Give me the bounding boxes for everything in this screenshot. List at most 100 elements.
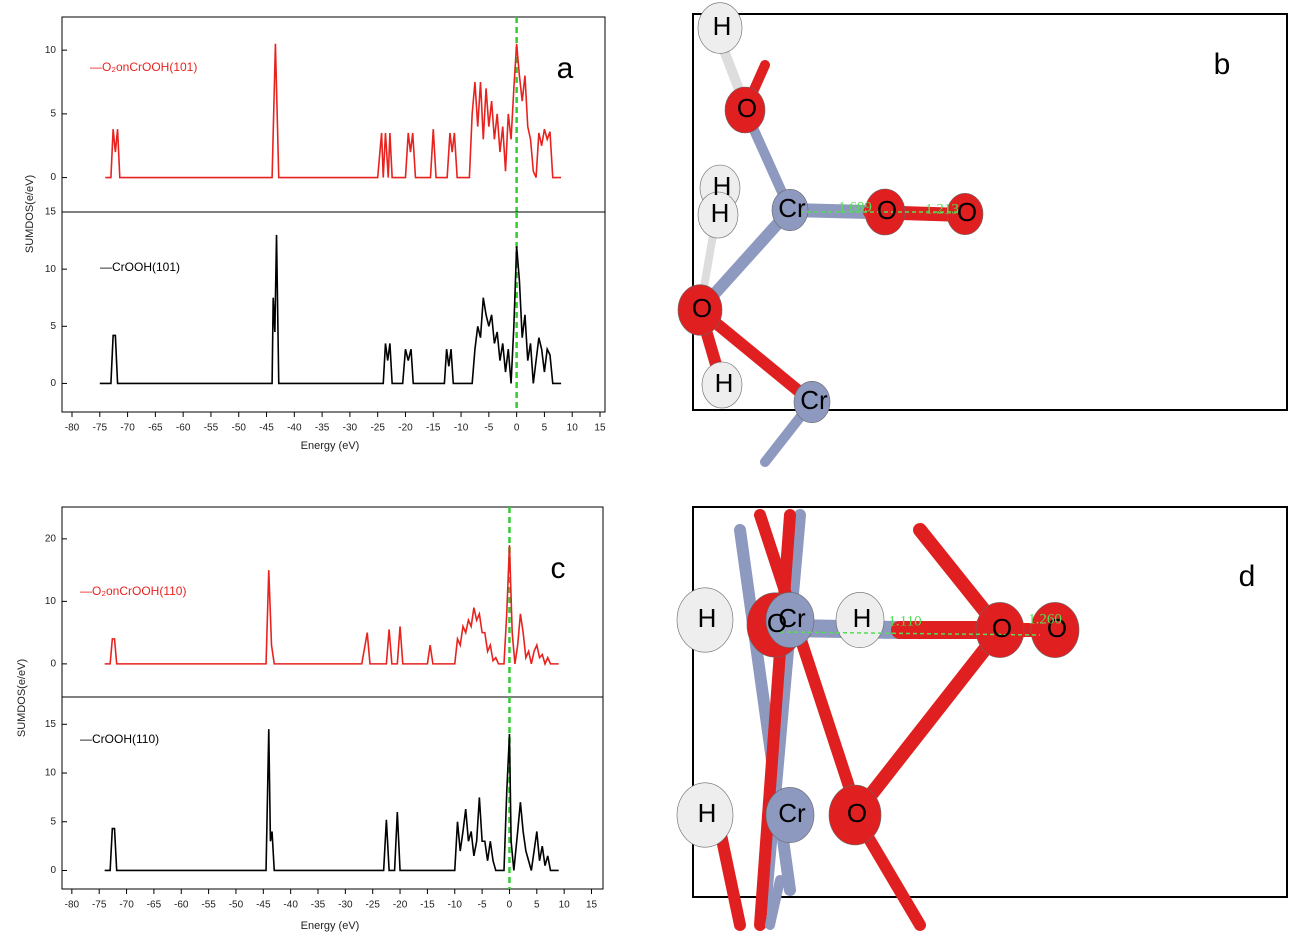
x-tick-label: -20 <box>398 423 413 434</box>
stick <box>694 304 818 408</box>
atom-label: O <box>1047 613 1067 643</box>
x-tick-label: -70 <box>119 900 134 911</box>
y-tick-label: 5 <box>50 816 56 827</box>
y-axis-label: SUMDOS(e/eV) <box>24 175 36 253</box>
stick <box>714 824 746 931</box>
legend-label: —O₂onCrOOH(110) <box>80 584 186 598</box>
atom-label: O <box>692 293 712 323</box>
x-tick-label: -15 <box>420 900 435 911</box>
stick <box>754 509 796 931</box>
x-tick-label: -10 <box>448 900 463 911</box>
x-tick-label: -25 <box>370 423 385 434</box>
y-tick-label: 10 <box>45 264 57 275</box>
x-tick-label: 15 <box>586 900 598 911</box>
atom-sphere <box>724 86 766 134</box>
x-tick-label: -35 <box>315 423 330 434</box>
x-tick-label: 15 <box>594 423 606 434</box>
atom-label: H <box>713 171 732 201</box>
x-tick-label: -65 <box>147 900 162 911</box>
atom-label: Cr <box>778 603 806 633</box>
panel-label: b <box>1214 48 1231 81</box>
dos-line <box>104 545 559 667</box>
stick <box>848 623 1007 822</box>
plot-frame <box>61 16 606 213</box>
stick <box>754 509 866 826</box>
panel-label: d <box>1239 560 1256 593</box>
measure-line <box>779 631 1041 636</box>
x-axis-label: Energy (eV) <box>301 920 360 932</box>
atom-sphere <box>765 592 815 648</box>
x-tick-label: -65 <box>148 423 163 434</box>
dos-line <box>99 234 562 385</box>
y-tick-label: 10 <box>45 45 57 56</box>
bond-length: 1.689 <box>838 199 872 215</box>
atom-sphere <box>828 784 882 846</box>
atom-label: H <box>698 603 717 633</box>
legend-label: —CrOOH(110) <box>80 732 159 746</box>
atom-label: O <box>737 93 757 123</box>
x-tick-label: 10 <box>559 900 571 911</box>
atom-label: O <box>847 798 867 828</box>
stick <box>765 875 785 930</box>
atom-label: O <box>877 195 897 225</box>
atom-sphere <box>676 587 734 653</box>
legend-label: —O₂onCrOOH(101) <box>90 60 197 74</box>
y-tick-label: 10 <box>45 596 57 607</box>
x-tick-label: -55 <box>201 900 216 911</box>
cell-box <box>692 13 1288 411</box>
panel-label: c <box>551 552 566 585</box>
x-tick-label: -15 <box>426 423 441 434</box>
y-tick-label: 20 <box>45 534 57 545</box>
atom-label: H <box>853 603 872 633</box>
atom-sphere <box>946 193 984 236</box>
bond-length: 1.260 <box>1028 611 1062 627</box>
x-tick-label: -80 <box>65 423 80 434</box>
atom-label: O <box>992 613 1012 643</box>
y-tick-label: 15 <box>45 207 57 218</box>
x-tick-label: 0 <box>507 900 513 911</box>
panel-label: a <box>557 52 574 85</box>
x-tick-label: -50 <box>232 423 247 434</box>
x-tick-label: -25 <box>365 900 380 911</box>
atom-label: H <box>713 11 732 41</box>
y-tick-label: 5 <box>50 109 56 120</box>
plot-frame <box>61 211 606 413</box>
x-tick-label: -5 <box>478 900 487 911</box>
x-tick-label: -45 <box>259 423 274 434</box>
x-tick-label: -20 <box>393 900 408 911</box>
x-tick-label: -45 <box>256 900 271 911</box>
x-tick-label: -55 <box>204 423 219 434</box>
x-tick-label: -60 <box>176 423 191 434</box>
y-tick-label: 0 <box>50 378 56 389</box>
x-tick-label: -30 <box>338 900 353 911</box>
atom-sphere <box>771 189 809 232</box>
atom-sphere <box>701 361 743 409</box>
x-tick-label: 5 <box>534 900 540 911</box>
atom-label: Cr <box>778 798 806 828</box>
y-axis-label: SUMDOS(e/eV) <box>16 659 28 737</box>
atom-label: H <box>711 198 730 228</box>
y-tick-label: 0 <box>50 659 56 670</box>
atom-sphere <box>677 284 723 336</box>
atom-sphere <box>1030 602 1080 658</box>
x-tick-label: -50 <box>229 900 244 911</box>
plot-frame <box>61 506 604 698</box>
plot-frame <box>61 696 604 890</box>
atom-label: H <box>698 798 717 828</box>
dos-line <box>105 43 562 179</box>
dos-line <box>104 729 559 872</box>
x-tick-label: -60 <box>174 900 189 911</box>
x-tick-label: 0 <box>514 423 520 434</box>
bond-length: 1.213 <box>925 201 959 217</box>
bond-length: 1.110 <box>888 613 921 629</box>
atom-label: Cr <box>800 385 828 415</box>
atom-sphere <box>676 782 734 848</box>
y-tick-label: 10 <box>45 768 57 779</box>
x-tick-label: 10 <box>567 423 579 434</box>
x-tick-label: -30 <box>343 423 358 434</box>
x-axis-label: Energy (eV) <box>301 440 360 452</box>
x-tick-label: -10 <box>454 423 469 434</box>
atom-label: H <box>715 368 734 398</box>
